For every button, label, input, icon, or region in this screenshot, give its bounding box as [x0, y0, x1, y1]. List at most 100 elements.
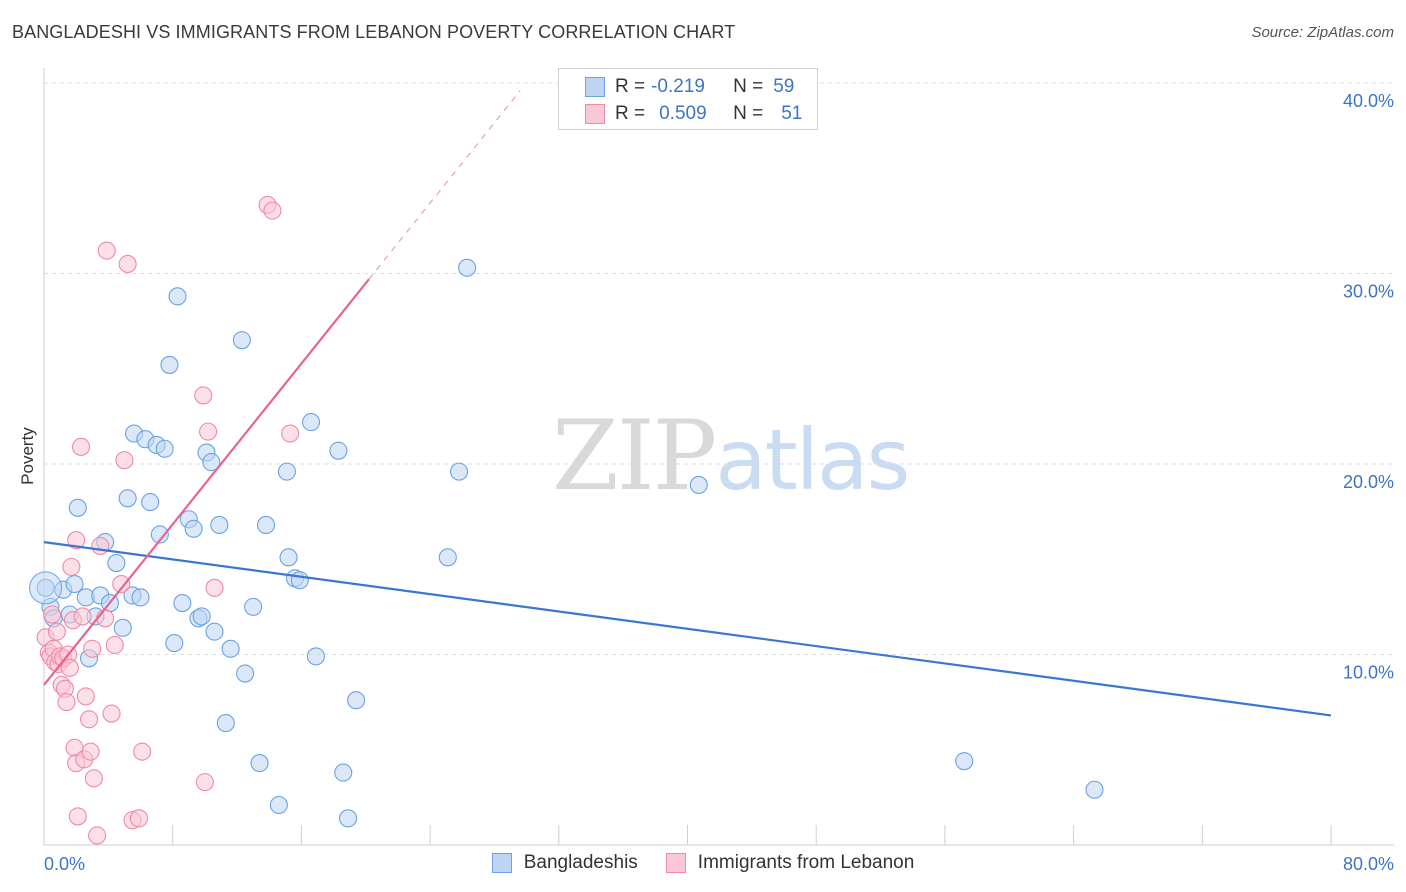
legend-n-label: N =	[733, 103, 764, 124]
lebanon-trend-line	[43, 278, 370, 686]
bangladeshis-cluster-point	[29, 571, 63, 605]
lebanon-point-27	[83, 639, 102, 658]
lebanon-point-29	[88, 826, 107, 845]
y-tick-label-2: 30.0%	[1343, 282, 1394, 302]
lebanon-point-20	[68, 807, 87, 826]
bangladeshis-point-58	[955, 752, 974, 771]
legend-row-bangladeshis: R = -0.219 N = 59	[585, 76, 794, 98]
legend-swatch-bangladeshis	[491, 853, 512, 873]
bangladeshis-point-57	[689, 475, 708, 495]
legend-swatch-lebanon	[665, 853, 686, 873]
lebanon-point-21	[71, 437, 91, 456]
bangladeshis-point-56	[458, 258, 477, 277]
bangladeshis-point-14	[113, 618, 132, 637]
bangladeshis-point-31	[192, 607, 211, 626]
bangladeshis-point-54	[438, 548, 457, 567]
legend-swatch-lebanon	[585, 104, 605, 124]
lebanon-point-46	[263, 201, 282, 220]
bangladeshis-point-40	[244, 597, 263, 616]
lebanon-point-37	[118, 254, 137, 274]
bangladeshis-point-23	[155, 439, 174, 458]
lebanon-point-43	[199, 422, 218, 441]
lebanon-point-22	[73, 607, 92, 626]
legend-label-lebanon: Immigrants from Lebanon	[697, 852, 915, 873]
bangladeshis-point-34	[205, 622, 224, 641]
bangladeshis-point-59	[1085, 780, 1104, 799]
bangladeshis-point-45	[279, 548, 298, 567]
bangladeshis-point-44	[277, 462, 296, 481]
lebanon-point-33	[102, 704, 121, 723]
bangladeshis-point-5	[65, 574, 84, 594]
bangladeshis-point-51	[334, 763, 353, 782]
lebanon-point-25	[79, 710, 99, 729]
legend-r-label: R =	[615, 76, 646, 97]
bangladeshis-point-52	[339, 809, 358, 828]
lebanon-point-34	[105, 635, 124, 655]
lebanon-point-41	[194, 386, 213, 405]
bangladeshis-point-6	[68, 498, 87, 517]
axes	[43, 68, 1394, 846]
bangladeshis-point-38	[232, 331, 251, 350]
bangladeshis-point-22	[150, 525, 169, 544]
bangladeshis-point-36	[216, 714, 235, 733]
bangladeshis-point-50	[329, 441, 348, 460]
bangladeshis-point-55	[450, 462, 469, 481]
bangladeshis-point-49	[306, 647, 325, 666]
bangladeshis-points	[29, 258, 1104, 828]
bangladeshis-point-39	[236, 664, 255, 683]
source-label: Source: ZipAtlas.com	[1251, 24, 1394, 41]
bangladeshis-point-27	[173, 594, 192, 613]
lebanon-point-6	[47, 622, 66, 641]
lebanon-point-44	[205, 578, 224, 597]
bangladeshis-point-26	[168, 287, 187, 306]
lebanon-point-31	[96, 609, 115, 628]
lebanon-point-15	[62, 557, 81, 576]
x-tick-label-max: 80.0%	[1343, 854, 1394, 874]
bangladeshis-point-37	[221, 639, 240, 658]
y-tick-label-0: 10.0%	[1343, 663, 1394, 683]
lebanon-point-35	[112, 574, 131, 594]
bangladeshis-point-43	[269, 795, 288, 815]
lebanon-point-24	[76, 687, 95, 706]
legend-r-value: 0.509	[659, 103, 707, 124]
legend-item-lebanon: Immigrants from Lebanon	[665, 852, 915, 874]
lebanon-point-14	[60, 658, 79, 677]
lebanon-point-42	[195, 773, 214, 792]
bangladeshis-trend-line	[43, 541, 1332, 717]
bangladeshis-point-18	[131, 588, 150, 607]
bangladeshis-point-29	[184, 519, 203, 538]
lebanon-point-12	[57, 693, 76, 712]
watermark-zip: ZIP	[552, 400, 717, 512]
bangladeshis-point-20	[141, 493, 160, 512]
lebanon-points	[36, 195, 300, 845]
x-tick-label-min: 0.0%	[44, 854, 85, 874]
y-tick-label-1: 20.0%	[1343, 472, 1394, 492]
watermark: ZIPatlas	[552, 400, 910, 512]
watermark-atlas: atlas	[715, 411, 910, 509]
lebanon-point-39	[129, 809, 148, 828]
lebanon-point-47	[281, 424, 300, 443]
lebanon-point-32	[97, 241, 116, 260]
legend-n-label: N =	[733, 76, 764, 97]
bangladeshis-point-53	[347, 691, 366, 710]
lebanon-point-40	[133, 742, 152, 761]
lebanon-point-18	[67, 531, 86, 550]
bangladeshis-point-42	[256, 515, 276, 535]
trend-lines	[43, 90, 1332, 717]
lebanon-point-36	[115, 451, 134, 470]
bangladeshis-point-48	[302, 413, 321, 432]
legend-label-bangladeshis: Bangladeshis	[523, 852, 638, 873]
bangladeshis-point-15	[118, 489, 137, 508]
legend-swatch-bangladeshis	[585, 77, 605, 97]
lebanon-point-28	[84, 769, 103, 788]
lebanon-point-30	[91, 536, 110, 555]
legend-n-value: 59	[773, 76, 795, 97]
chart-title: BANGLADESHI VS IMMIGRANTS FROM LEBANON P…	[12, 22, 736, 42]
legend-n-value: 51	[781, 103, 803, 124]
bangladeshis-point-33	[202, 453, 221, 472]
bangladeshis-point-13	[107, 554, 126, 573]
bangladeshis-point-35	[210, 515, 229, 535]
bangladeshis-point-25	[165, 634, 184, 653]
correlation-legend: R = -0.219 N = 59 R = 0.509 N = 51	[558, 68, 818, 130]
legend-row-lebanon: R = 0.509 N = 51	[585, 103, 802, 125]
